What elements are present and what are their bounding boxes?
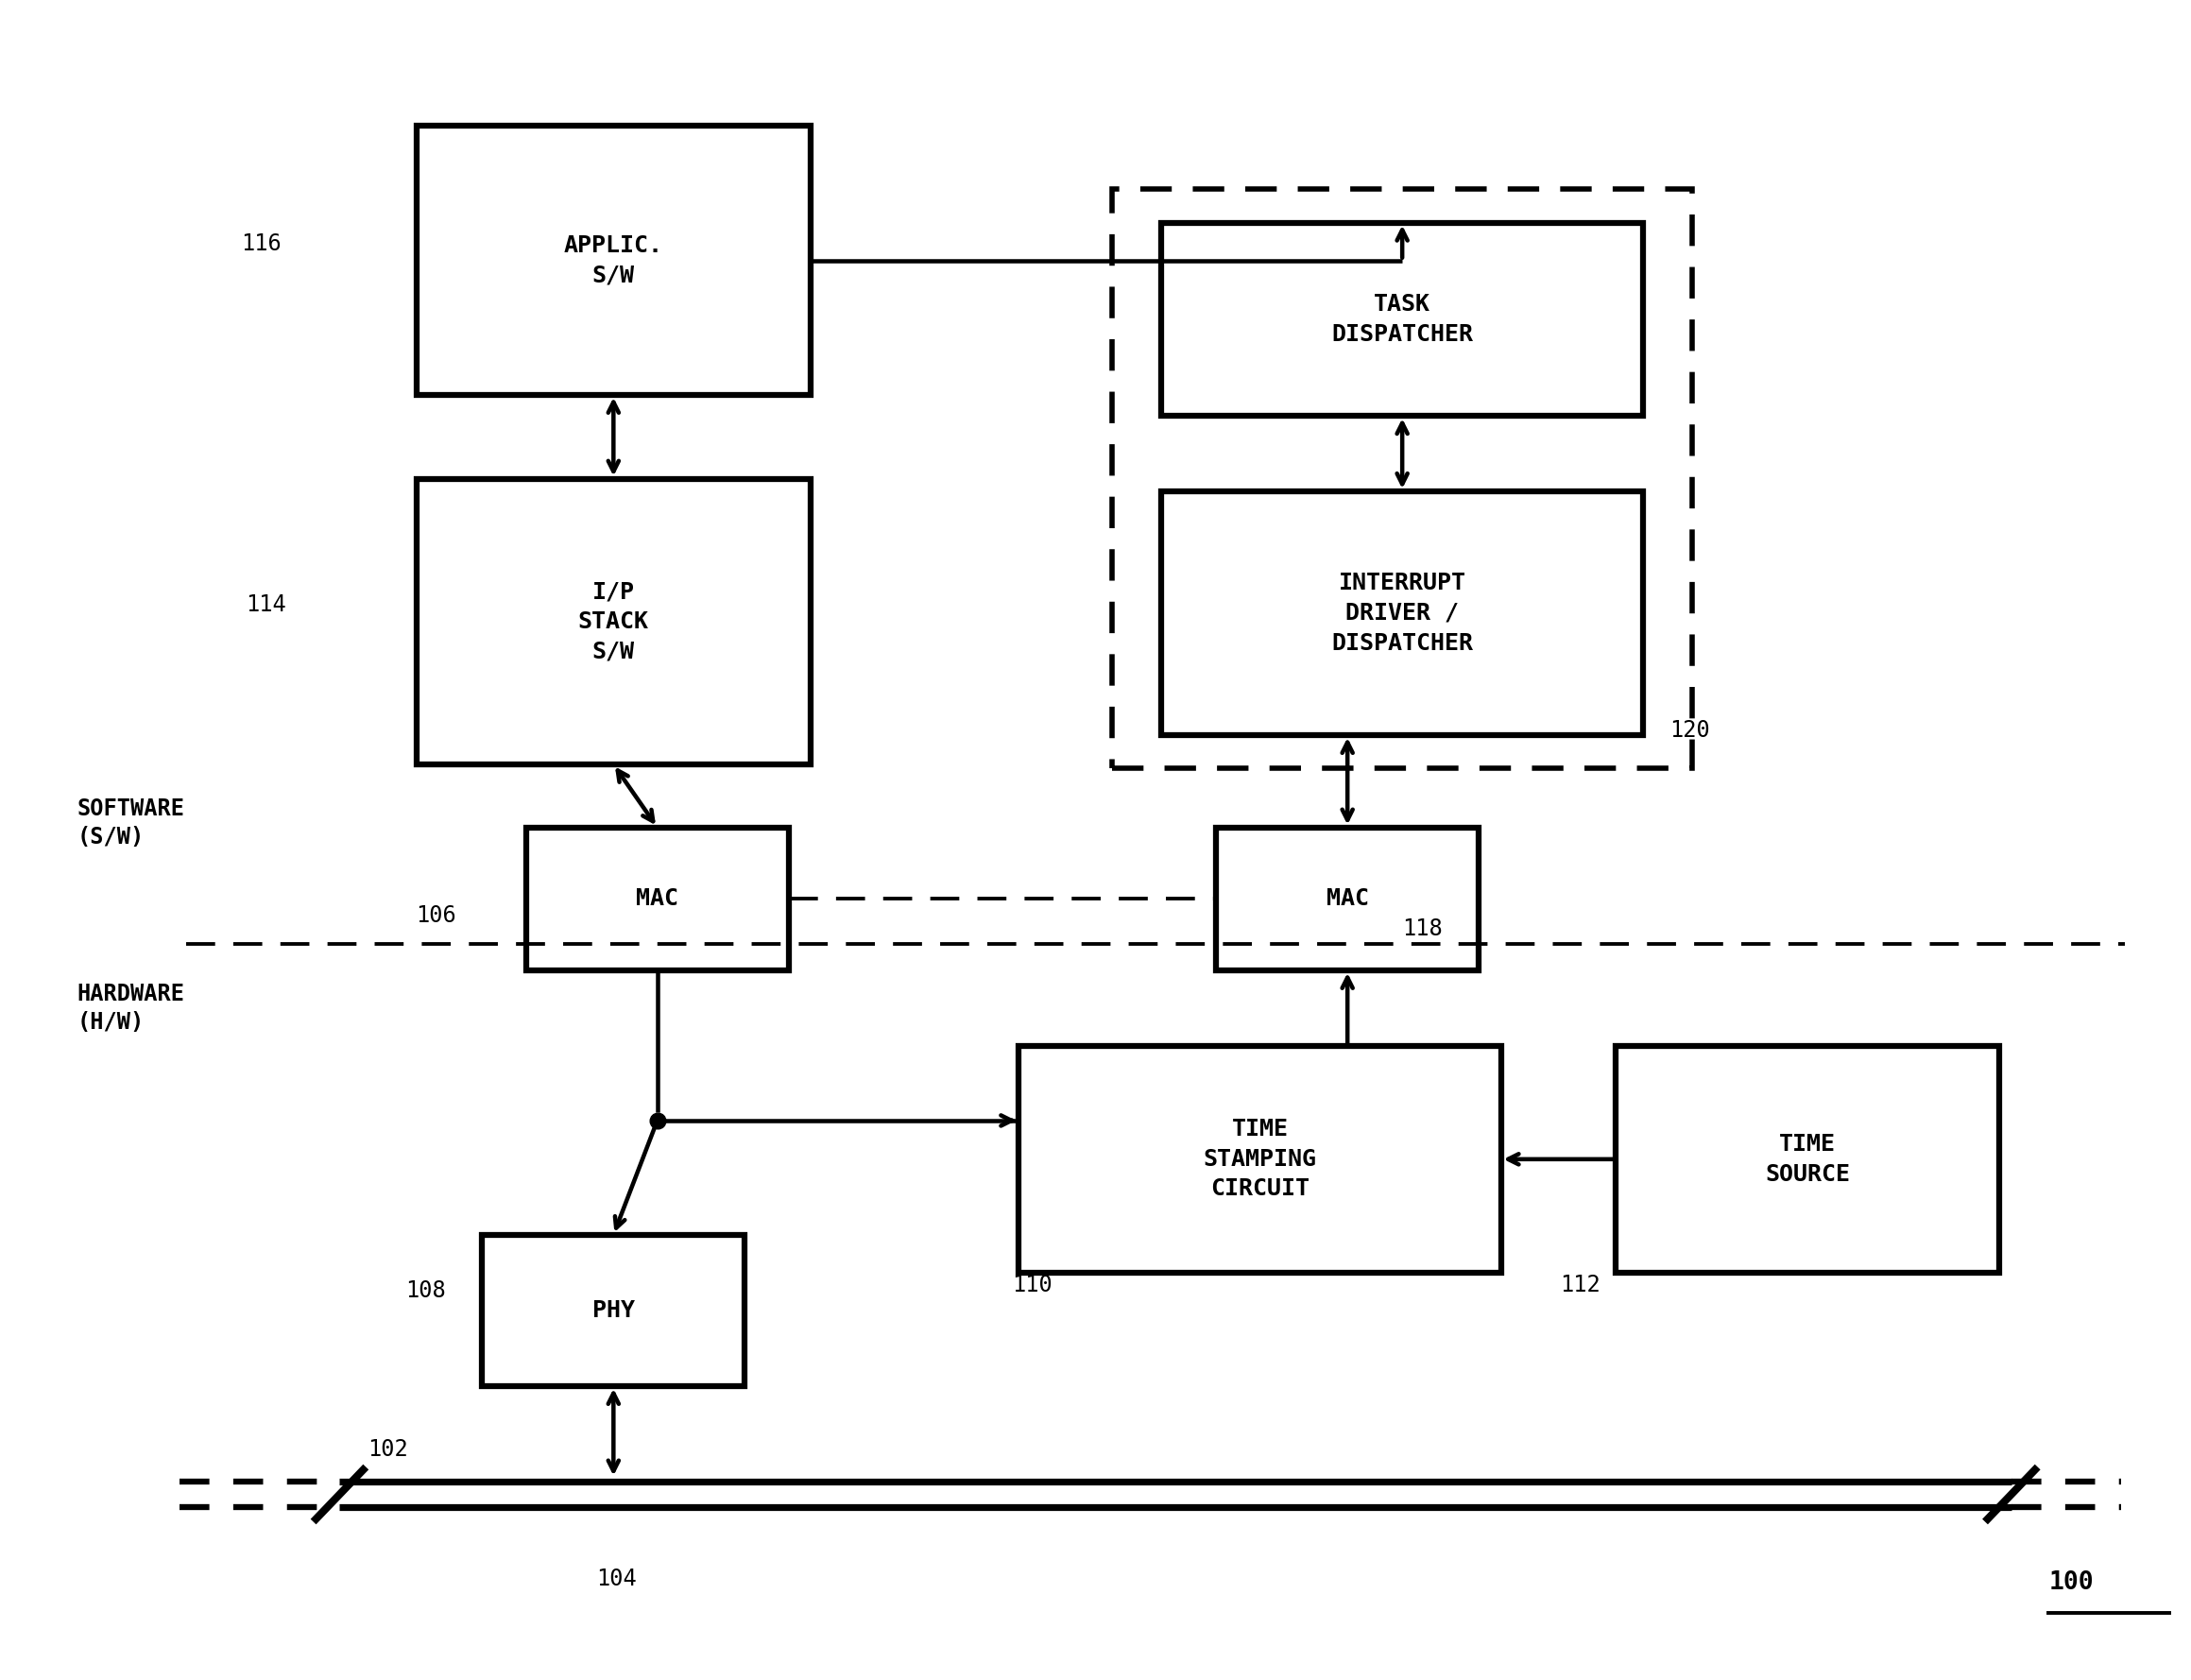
- Bar: [416, 126, 811, 395]
- Bar: [482, 1235, 745, 1386]
- Bar: [1113, 188, 1694, 769]
- Text: 112: 112: [1560, 1273, 1599, 1297]
- Text: 114: 114: [245, 593, 285, 617]
- Text: MAC: MAC: [635, 887, 679, 911]
- Text: APPLIC.
S/W: APPLIC. S/W: [563, 234, 664, 287]
- Text: INTERRUPT
DRIVER /
DISPATCHER: INTERRUPT DRIVER / DISPATCHER: [1332, 571, 1472, 655]
- Text: 120: 120: [1670, 719, 1709, 743]
- Bar: [1216, 827, 1479, 969]
- Text: TIME
STAMPING
CIRCUIT: TIME STAMPING CIRCUIT: [1203, 1117, 1317, 1201]
- Text: SOFTWARE
(S/W): SOFTWARE (S/W): [77, 798, 184, 848]
- Bar: [1019, 1045, 1501, 1273]
- Bar: [1161, 222, 1643, 415]
- Bar: [416, 479, 811, 764]
- Text: 104: 104: [596, 1567, 635, 1591]
- Text: 110: 110: [1012, 1273, 1052, 1297]
- Text: PHY: PHY: [592, 1299, 635, 1322]
- Text: 108: 108: [405, 1278, 445, 1302]
- Bar: [1615, 1045, 1998, 1273]
- Bar: [1161, 491, 1643, 736]
- Text: 116: 116: [241, 232, 280, 255]
- Text: MAC: MAC: [1326, 887, 1369, 911]
- Text: I/P
STACK
S/W: I/P STACK S/W: [578, 580, 649, 664]
- Text: HARDWARE
(H/W): HARDWARE (H/W): [77, 983, 184, 1033]
- Text: 106: 106: [416, 904, 456, 927]
- Text: 100: 100: [2049, 1571, 2095, 1594]
- Bar: [526, 827, 789, 969]
- Text: 102: 102: [368, 1438, 408, 1462]
- Text: TASK
DISPATCHER: TASK DISPATCHER: [1332, 292, 1472, 346]
- Text: 118: 118: [1402, 917, 1442, 941]
- Text: TIME
SOURCE: TIME SOURCE: [1766, 1132, 1849, 1186]
